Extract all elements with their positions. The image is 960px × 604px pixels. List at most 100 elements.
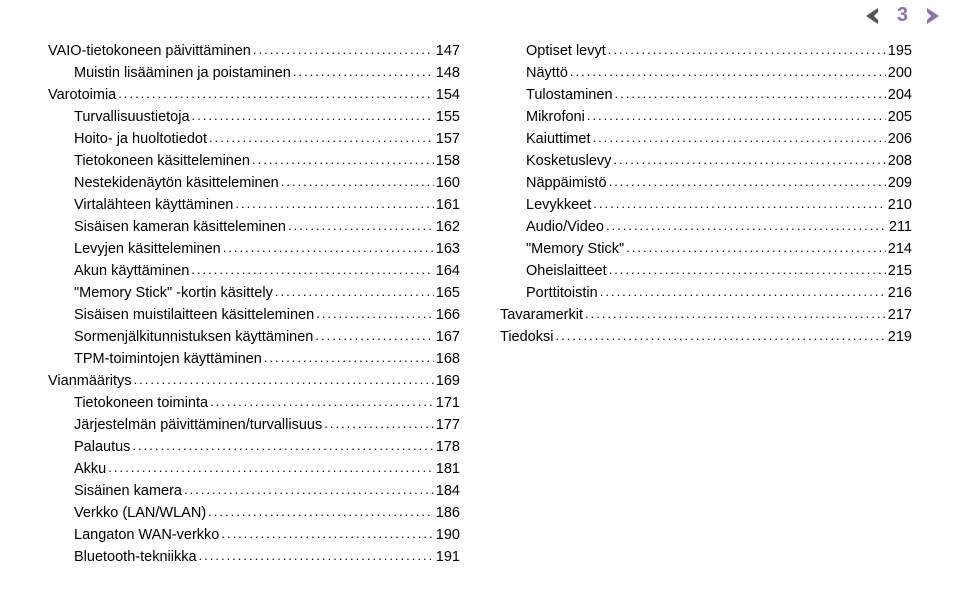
toc-page: 195	[886, 40, 912, 62]
toc-label: Levyjen käsitteleminen	[74, 238, 223, 260]
toc-leader-dots	[316, 303, 434, 325]
toc-page: 158	[434, 150, 460, 172]
toc-leader-dots	[253, 39, 434, 61]
toc-page: 169	[434, 370, 460, 392]
toc-leader-dots	[315, 325, 433, 347]
toc-row[interactable]: Näppäimistö209	[500, 172, 912, 194]
toc-page: 214	[886, 238, 912, 260]
toc-row[interactable]: Järjestelmän päivittäminen/turvallisuus1…	[48, 414, 460, 436]
toc-label: Vianmääritys	[48, 370, 134, 392]
toc-label: Sormenjälkitunnistuksen käyttäminen	[74, 326, 315, 348]
toc-page: 168	[434, 348, 460, 370]
toc-row[interactable]: Sisäisen kameran käsitteleminen162	[48, 216, 460, 238]
toc-page: 191	[434, 546, 460, 568]
toc-row[interactable]: Tietokoneen toiminta171	[48, 392, 460, 414]
toc-label: Muistin lisääminen ja poistaminen	[74, 62, 293, 84]
toc-row[interactable]: Varotoimia154	[48, 84, 460, 106]
toc-row[interactable]: Optiset levyt 195	[500, 40, 912, 62]
toc-leader-dots	[108, 457, 434, 479]
prev-page-icon[interactable]	[865, 7, 887, 25]
toc-row[interactable]: TPM-toimintojen käyttäminen168	[48, 348, 460, 370]
toc-leader-dots	[191, 259, 434, 281]
toc-row[interactable]: Mikrofoni205	[500, 106, 912, 128]
toc-row[interactable]: Tiedoksi219	[500, 326, 912, 348]
toc-column-left: VAIO-tietokoneen päivittäminen147Muistin…	[48, 40, 460, 568]
toc-leader-dots	[613, 149, 885, 171]
toc-label: Nestekidenäytön käsitteleminen	[74, 172, 281, 194]
toc-row[interactable]: Turvallisuustietoja155	[48, 106, 460, 128]
toc-row[interactable]: Levykkeet 210	[500, 194, 912, 216]
toc-row[interactable]: Sormenjälkitunnistuksen käyttäminen167	[48, 326, 460, 348]
toc-row[interactable]: Näyttö 200	[500, 62, 912, 84]
toc-row[interactable]: Levyjen käsitteleminen 163	[48, 238, 460, 260]
page-header: 3	[865, 4, 940, 27]
toc-label: Bluetooth-tekniikka	[74, 546, 199, 568]
toc-row[interactable]: Tietokoneen käsitteleminen158	[48, 150, 460, 172]
toc-label: Tavaramerkit	[500, 304, 585, 326]
toc-row[interactable]: Tulostaminen204	[500, 84, 912, 106]
toc-row[interactable]: Oheislaitteet 215	[500, 260, 912, 282]
toc-leader-dots	[609, 259, 886, 281]
toc-row[interactable]: Muistin lisääminen ja poistaminen148	[48, 62, 460, 84]
toc-row[interactable]: Kosketuslevy208	[500, 150, 912, 172]
toc-page: 163	[434, 238, 460, 260]
toc-row[interactable]: "Memory Stick"214	[500, 238, 912, 260]
toc-label: Oheislaitteet	[526, 260, 609, 282]
toc-row[interactable]: Hoito- ja huoltotiedot157	[48, 128, 460, 150]
next-page-icon[interactable]	[918, 7, 940, 25]
toc-label: Palautus	[74, 436, 132, 458]
toc-row[interactable]: Palautus178	[48, 436, 460, 458]
toc-row[interactable]: Porttitoistin216	[500, 282, 912, 304]
toc-row[interactable]: Vianmääritys 169	[48, 370, 460, 392]
toc-leader-dots	[208, 501, 434, 523]
toc-label: Näyttö	[526, 62, 570, 84]
toc-leader-dots	[235, 193, 433, 215]
toc-row[interactable]: "Memory Stick" -kortin käsittely165	[48, 282, 460, 304]
toc-page: 206	[886, 128, 912, 150]
toc-leader-dots	[288, 215, 434, 237]
toc-row[interactable]: Kaiuttimet206	[500, 128, 912, 150]
toc-leader-dots	[293, 61, 434, 83]
toc-leader-dots	[555, 325, 885, 347]
toc-page: 219	[886, 326, 912, 348]
toc-row[interactable]: Verkko (LAN/WLAN)186	[48, 502, 460, 524]
toc-label: Kosketuslevy	[526, 150, 613, 172]
toc-leader-dots	[281, 171, 434, 193]
toc-leader-dots	[134, 369, 434, 391]
toc-row[interactable]: Audio/Video211	[500, 216, 912, 238]
toc-leader-dots	[199, 545, 434, 567]
toc-page: 161	[434, 194, 460, 216]
toc-row[interactable]: VAIO-tietokoneen päivittäminen147	[48, 40, 460, 62]
toc-row[interactable]: Sisäinen kamera184	[48, 480, 460, 502]
toc-leader-dots	[615, 83, 886, 105]
toc-label: Levykkeet	[526, 194, 593, 216]
toc-leader-dots	[324, 413, 434, 435]
toc-leader-dots	[223, 237, 434, 259]
toc-leader-dots	[275, 281, 434, 303]
toc-columns: VAIO-tietokoneen päivittäminen147Muistin…	[48, 40, 912, 568]
toc-page: 184	[434, 480, 460, 502]
toc-leader-dots	[184, 479, 434, 501]
toc-label: Sisäisen kameran käsitteleminen	[74, 216, 288, 238]
toc-page: 210	[886, 194, 912, 216]
toc-page: 215	[886, 260, 912, 282]
toc-label: Optiset levyt	[526, 40, 608, 62]
toc-row[interactable]: Virtalähteen käyttäminen161	[48, 194, 460, 216]
toc-row[interactable]: Nestekidenäytön käsitteleminen 160	[48, 172, 460, 194]
toc-label: Mikrofoni	[526, 106, 587, 128]
toc-leader-dots	[192, 105, 434, 127]
toc-page: 160	[434, 172, 460, 194]
toc-page: 211	[887, 216, 912, 238]
page-number: 3	[893, 4, 912, 27]
toc-row[interactable]: Bluetooth-tekniikka 191	[48, 546, 460, 568]
toc-row[interactable]: Sisäisen muistilaitteen käsitteleminen16…	[48, 304, 460, 326]
toc-row[interactable]: Tavaramerkit217	[500, 304, 912, 326]
toc-page: 155	[434, 106, 460, 128]
toc-leader-dots	[264, 347, 434, 369]
toc-row[interactable]: Akku181	[48, 458, 460, 480]
toc-row[interactable]: Akun käyttäminen164	[48, 260, 460, 282]
toc-label: Langaton WAN-verkko	[74, 524, 221, 546]
toc-page: 200	[886, 62, 912, 84]
toc-label: Järjestelmän päivittäminen/turvallisuus	[74, 414, 324, 436]
toc-row[interactable]: Langaton WAN-verkko190	[48, 524, 460, 546]
